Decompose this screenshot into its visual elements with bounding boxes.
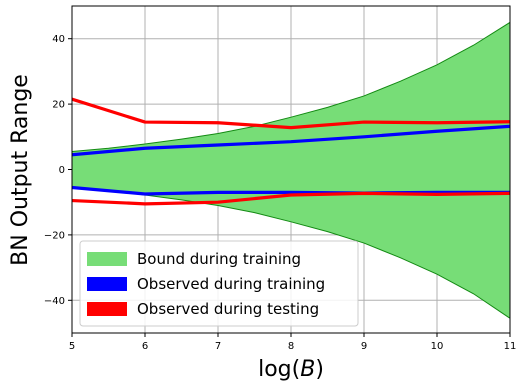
legend-swatch-bound xyxy=(87,252,127,266)
x-tick-label: 5 xyxy=(69,341,75,352)
x-tick-label: 11 xyxy=(504,341,517,352)
series-layer xyxy=(72,97,510,206)
legend-label-bound: Bound during training xyxy=(137,250,301,268)
observed-training-line-1 xyxy=(72,185,510,196)
x-tick-label: 10 xyxy=(431,341,444,352)
y-tick-label: 0 xyxy=(59,165,65,176)
y-tick-label: 20 xyxy=(52,100,65,111)
x-tick-label: 8 xyxy=(288,341,294,352)
legend: Bound during training Observed during tr… xyxy=(79,240,359,327)
observed-testing-line-2 xyxy=(72,97,510,130)
x-tick-label: 6 xyxy=(142,341,148,352)
legend-label-observed-testing: Observed during testing xyxy=(137,300,319,318)
x-tick-label: 7 xyxy=(215,341,221,352)
legend-label-observed-training: Observed during training xyxy=(137,275,325,293)
ticks: 5 6 7 8 9 10 11 −40 −20 0 20 40 xyxy=(44,34,516,352)
legend-swatch-observed-testing xyxy=(87,302,127,316)
y-tick-label: −20 xyxy=(44,230,65,241)
legend-swatch-observed-training xyxy=(87,277,127,291)
x-tick-label: 9 xyxy=(361,341,367,352)
y-tick-label: −40 xyxy=(44,296,65,307)
x-axis-label: log(B) xyxy=(258,357,324,381)
y-tick-label: 40 xyxy=(52,34,65,45)
observed-testing-line-3 xyxy=(72,191,510,206)
observed-training-line-0 xyxy=(72,124,510,157)
legend-box xyxy=(79,240,359,327)
y-axis-label: BN Output Range xyxy=(8,74,33,266)
